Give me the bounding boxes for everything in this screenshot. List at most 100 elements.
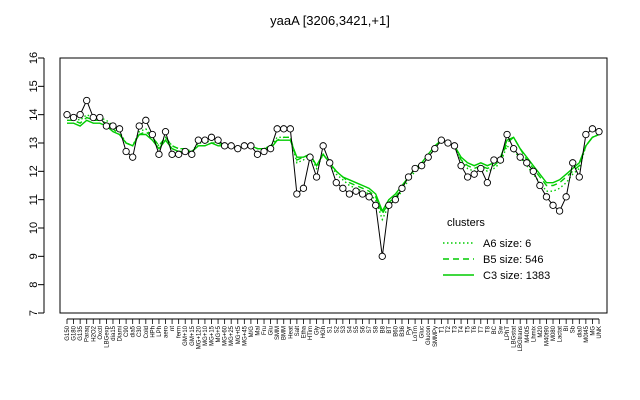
x-tick-label: BMM (282, 326, 288, 340)
x-tick-label: M20 (538, 325, 544, 337)
x-tick-label: B60 (393, 325, 399, 336)
data-point (69, 113, 78, 122)
x-tick-label: Gluc (420, 326, 426, 338)
data-point (115, 125, 124, 133)
data-point (378, 252, 386, 260)
x-tick-label: GM+15 (190, 325, 196, 346)
x-tick-label: B36 (400, 325, 406, 336)
x-tick-label: MG+25 (229, 325, 235, 346)
data-point (391, 196, 400, 204)
x-tick-label: SMM (275, 326, 281, 340)
x-tick-label: MG (590, 326, 596, 336)
data-point (575, 173, 583, 181)
data-point (240, 142, 248, 150)
x-tick-label: H2O2 (91, 325, 97, 341)
x-tick-label: dia15 (111, 325, 117, 340)
data-point (529, 167, 537, 175)
data-point (431, 145, 439, 153)
data-point (582, 130, 590, 139)
data-point (227, 142, 235, 150)
legend-title: clusters (447, 217, 485, 229)
x-tick-label: MG+15 (209, 325, 215, 346)
x-tick-label: MG+120 (196, 325, 202, 349)
x-tick-label: LBGtrans (518, 326, 524, 351)
data-point (89, 113, 97, 122)
y-tick-label: 15 (28, 80, 40, 92)
data-point (588, 125, 597, 133)
data-point (299, 184, 308, 192)
y-axis: 7 8 9 10 11 12 13 14 15 16 (28, 52, 45, 316)
data-point (444, 139, 452, 147)
x-tick-label: MG+45 (242, 325, 248, 346)
x-tick-label: S4 (347, 325, 353, 333)
x-tick-label: Diami (118, 326, 124, 341)
data-point (418, 162, 426, 170)
data-point (122, 147, 130, 156)
data-point (253, 150, 262, 158)
x-tick-label: LBGstat (512, 326, 518, 348)
data-point (201, 136, 209, 144)
x-tick-label: HGh (321, 326, 327, 338)
x-tick-label: nt (170, 326, 176, 331)
x-tick-label: S2 (334, 325, 340, 333)
x-tick-label: LPhT (505, 326, 511, 341)
x-tick-label: B8 (380, 325, 386, 333)
data-point (63, 111, 71, 119)
data-point (96, 113, 104, 122)
data-point (457, 162, 465, 170)
data-point (404, 173, 413, 181)
legend-label: A6 size: 6 (483, 238, 531, 250)
x-tick-label: aero (164, 325, 170, 338)
x-tick-label: LPh (157, 326, 163, 337)
data-point (148, 130, 157, 139)
x-tick-label: G135 (78, 325, 84, 340)
x-tick-label: MG+60 (223, 325, 229, 346)
x-tick-label: MG+t5 (236, 325, 242, 344)
x-tick-label: Glu (269, 326, 275, 335)
x-tick-label: T7 (479, 325, 485, 333)
data-point (155, 150, 163, 158)
x-tick-label: T8 (485, 325, 491, 333)
data-point (312, 173, 321, 181)
data-point (385, 201, 393, 209)
y-tick-label: 8 (28, 282, 40, 288)
x-tick-label: SMMPy (433, 326, 439, 347)
y-tick-label: 7 (28, 310, 40, 316)
x-tick-label: Heat (288, 326, 294, 339)
data-point (490, 156, 498, 164)
x-tick-label: dia5 (131, 325, 137, 337)
data-point (358, 190, 367, 198)
x-tick-label: Etha (301, 325, 307, 338)
data-point (220, 142, 229, 150)
legend: clusters A6 size: 6 B5 size: 546 C3 size: … (443, 217, 550, 282)
data-point (437, 136, 446, 144)
x-tick-label: S6 (361, 325, 367, 333)
x-tick-label: ferm (177, 326, 183, 338)
data-point (135, 122, 143, 130)
data-point (273, 125, 281, 133)
y-tick-label: 13 (28, 137, 40, 149)
x-tick-label: Cold (144, 326, 150, 338)
x-tick-label: T6 (472, 325, 478, 333)
x-tick-label: HTim (308, 326, 314, 340)
x-tick-label: Oxctl (98, 326, 104, 340)
data-point (280, 125, 288, 133)
x-tick-label: Gly (315, 326, 321, 335)
x-tick-label: UNK (597, 326, 603, 339)
x-tick-label: Salt (295, 326, 301, 337)
data-point (398, 184, 406, 192)
data-point (352, 187, 360, 195)
data-point (503, 130, 511, 139)
chart-title: yaaA [3206,3421,+1] (270, 13, 390, 28)
data-point (293, 190, 301, 198)
legend-label: C3 size: 1383 (483, 270, 550, 282)
data-point (365, 193, 373, 201)
x-tick-label: T4 (459, 325, 465, 333)
x-tick-label: M40t90 (544, 325, 550, 346)
x-tick-label: G180 (72, 325, 78, 340)
x-tick-label: BC (492, 325, 498, 334)
data-point (188, 150, 196, 158)
x-tick-label: LoTm (413, 326, 419, 341)
cluster-line (67, 116, 600, 216)
